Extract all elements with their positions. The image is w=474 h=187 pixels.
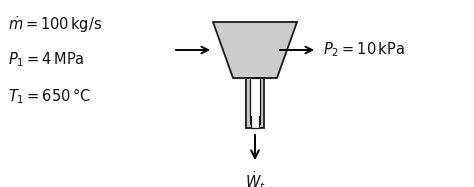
Polygon shape: [246, 78, 264, 128]
Text: $P_1 = 4\,\mathrm{MPa}$: $P_1 = 4\,\mathrm{MPa}$: [8, 50, 84, 69]
Polygon shape: [250, 78, 260, 124]
Text: $T_1 = 650\,°\mathrm{C}$: $T_1 = 650\,°\mathrm{C}$: [8, 86, 91, 106]
Polygon shape: [213, 22, 297, 78]
Text: $\dot{W}_t$: $\dot{W}_t$: [245, 169, 265, 187]
Text: $\dot{m} = 100\,\mathrm{kg/s}$: $\dot{m} = 100\,\mathrm{kg/s}$: [8, 14, 102, 35]
Text: $P_2 = 10\,\mathrm{kPa}$: $P_2 = 10\,\mathrm{kPa}$: [323, 41, 405, 59]
Polygon shape: [250, 78, 260, 128]
